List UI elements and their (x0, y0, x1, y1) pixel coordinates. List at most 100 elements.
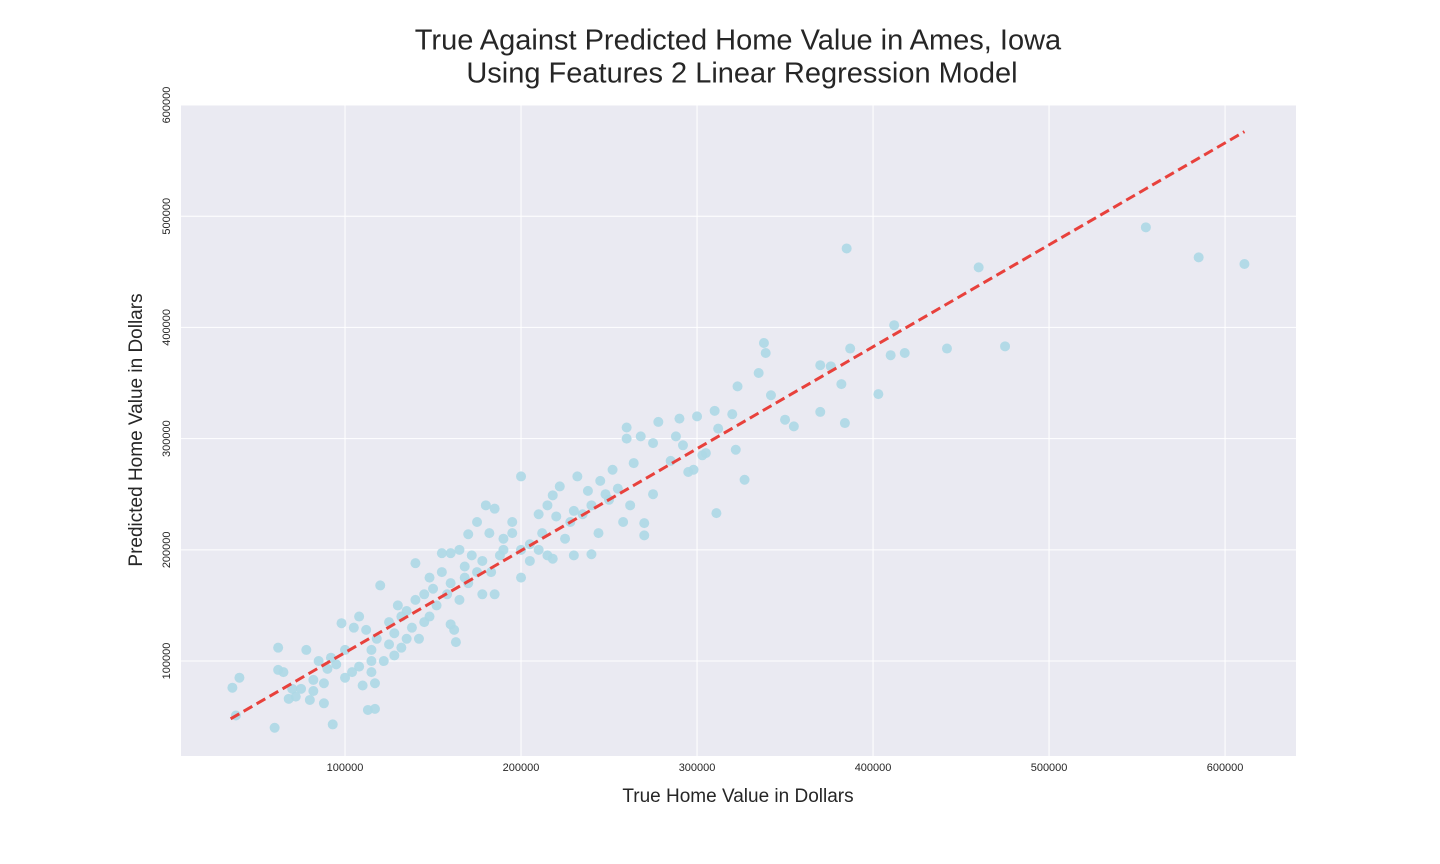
point (484, 528, 495, 539)
point (533, 509, 544, 520)
point (498, 533, 509, 544)
point (366, 656, 377, 667)
point (296, 683, 307, 694)
point (670, 431, 681, 442)
point (389, 650, 400, 661)
point (424, 572, 435, 583)
point (463, 529, 474, 540)
point (392, 600, 403, 611)
point (366, 667, 377, 678)
point (301, 644, 312, 655)
y-tick-label: 100000 (161, 643, 173, 680)
point (375, 580, 386, 591)
point (304, 694, 315, 705)
y-axis-label: Predicted Home Value in Dollars (126, 293, 147, 566)
point (227, 682, 238, 693)
point (621, 433, 632, 444)
point (369, 678, 380, 689)
point (340, 672, 351, 683)
point (727, 409, 738, 420)
point (366, 644, 377, 655)
point (396, 642, 407, 653)
y-tick-label: 500000 (161, 198, 173, 235)
point (348, 622, 359, 633)
point (586, 549, 597, 560)
point (547, 490, 558, 501)
chart-title: True Against Predicted Home Value in Ame… (415, 25, 1062, 57)
point (692, 411, 703, 422)
point (459, 561, 470, 572)
point (582, 485, 593, 496)
point (308, 674, 319, 685)
point (486, 567, 497, 578)
point (477, 555, 488, 566)
point (674, 413, 685, 424)
point (885, 350, 896, 361)
point (507, 517, 518, 528)
point (410, 558, 421, 569)
point (554, 481, 565, 492)
point (713, 423, 724, 434)
fit-line (229, 130, 1246, 721)
point (711, 508, 722, 519)
point (845, 343, 856, 354)
point (730, 444, 741, 455)
point (551, 511, 562, 522)
point (354, 611, 365, 622)
point (765, 390, 776, 401)
point (683, 466, 694, 477)
point (410, 594, 421, 605)
point (560, 533, 571, 544)
point (361, 624, 372, 635)
point (234, 672, 245, 683)
point (625, 500, 636, 511)
point (815, 360, 826, 371)
point (406, 622, 417, 633)
x-tick-label: 200000 (503, 762, 540, 774)
point (318, 678, 329, 689)
point (815, 406, 826, 417)
y-tick-label: 200000 (161, 531, 173, 568)
chart-title: Using Features 2 Linear Regression Model (466, 58, 1017, 90)
point (753, 368, 764, 379)
point (1239, 259, 1250, 270)
x-tick-label: 500000 (1031, 762, 1068, 774)
point (628, 458, 639, 469)
point (572, 471, 583, 482)
point (489, 503, 500, 514)
point (760, 347, 771, 358)
point (595, 475, 606, 486)
point (431, 600, 442, 611)
x-tick-label: 300000 (679, 762, 716, 774)
point (273, 664, 284, 675)
point (732, 381, 743, 392)
point (648, 489, 659, 500)
point (639, 518, 650, 529)
point (331, 659, 342, 670)
point (524, 555, 535, 566)
point (677, 440, 688, 451)
y-tick-label: 300000 (161, 420, 173, 457)
point (1140, 222, 1151, 233)
point (318, 698, 329, 709)
point (889, 320, 900, 331)
point (709, 405, 720, 416)
point (618, 517, 629, 528)
x-tick-label: 600000 (1207, 762, 1244, 774)
point (378, 656, 389, 667)
plot-area (181, 105, 1296, 756)
point (639, 530, 650, 541)
x-axis-label: True Home Value in Dollars (622, 786, 853, 807)
y-tick-label: 400000 (161, 309, 173, 346)
point (568, 550, 579, 561)
point (401, 633, 412, 644)
point (419, 617, 430, 628)
point (635, 431, 646, 442)
point (357, 680, 368, 691)
point (1193, 252, 1204, 263)
point (507, 528, 518, 539)
point (466, 550, 477, 561)
point (593, 528, 604, 539)
point (568, 505, 579, 516)
